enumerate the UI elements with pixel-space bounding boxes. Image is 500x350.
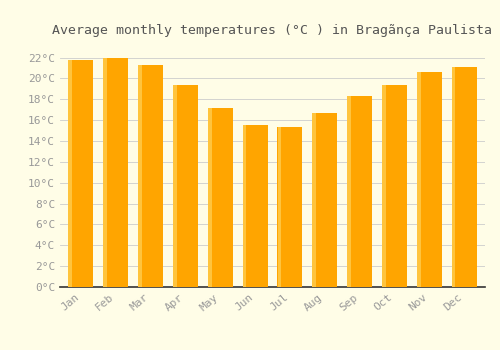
Bar	[312, 113, 338, 287]
Bar	[242, 125, 246, 287]
Bar	[138, 65, 163, 287]
Bar	[104, 58, 107, 287]
Bar	[312, 113, 316, 287]
Bar	[417, 72, 420, 287]
Bar	[103, 58, 128, 287]
Bar	[68, 60, 94, 287]
Bar	[138, 65, 142, 287]
Bar	[452, 67, 456, 287]
Bar	[347, 96, 372, 287]
Title: Average monthly temperatures (°C ) in Bragãnça Paulista: Average monthly temperatures (°C ) in Br…	[52, 24, 492, 37]
Bar	[382, 85, 386, 287]
Bar	[68, 60, 72, 287]
Bar	[452, 67, 476, 287]
Bar	[382, 85, 407, 287]
Bar	[416, 72, 442, 287]
Bar	[208, 108, 233, 287]
Bar	[208, 108, 212, 287]
Bar	[173, 85, 177, 287]
Bar	[347, 96, 351, 287]
Bar	[173, 85, 198, 287]
Bar	[278, 127, 302, 287]
Bar	[242, 125, 268, 287]
Bar	[278, 127, 281, 287]
